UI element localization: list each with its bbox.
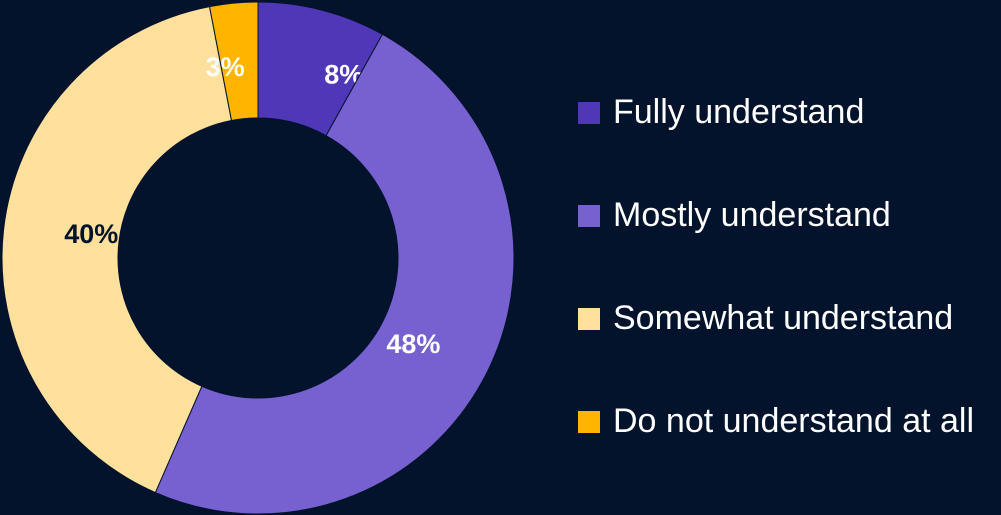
slice-label-do-not-understand-at-all: 3% [206,52,245,82]
legend-item-do-not-understand: Do not understand at all [578,399,1001,502]
legend-item-mostly-understand: Mostly understand [578,193,1001,296]
slice-mostly-understand [154,33,515,515]
legend-label-somewhat-understand: Somewhat understand [613,299,954,337]
legend-swatch-somewhat-understand [578,308,600,330]
legend-item-fully-understand: Fully understand [578,90,1001,193]
slice-somewhat-understand [1,6,233,494]
slice-label-mostly-understand: 48% [386,329,440,359]
slice-do-not-understand-at-all [208,1,259,122]
legend-swatch-mostly-understand [578,205,600,227]
legend-label-do-not-understand: Do not understand at all [613,402,975,440]
legend-item-somewhat-understand: Somewhat understand [578,296,1001,399]
legend-label-fully-understand: Fully understand [613,93,865,131]
slice-label-somewhat-understand: 40% [64,219,118,249]
legend-swatch-do-not-understand [578,411,600,433]
legend-label-mostly-understand: Mostly understand [613,196,891,234]
legend-swatch-fully-understand [578,102,600,124]
legend: Fully understand Mostly understand Somew… [578,90,1001,502]
